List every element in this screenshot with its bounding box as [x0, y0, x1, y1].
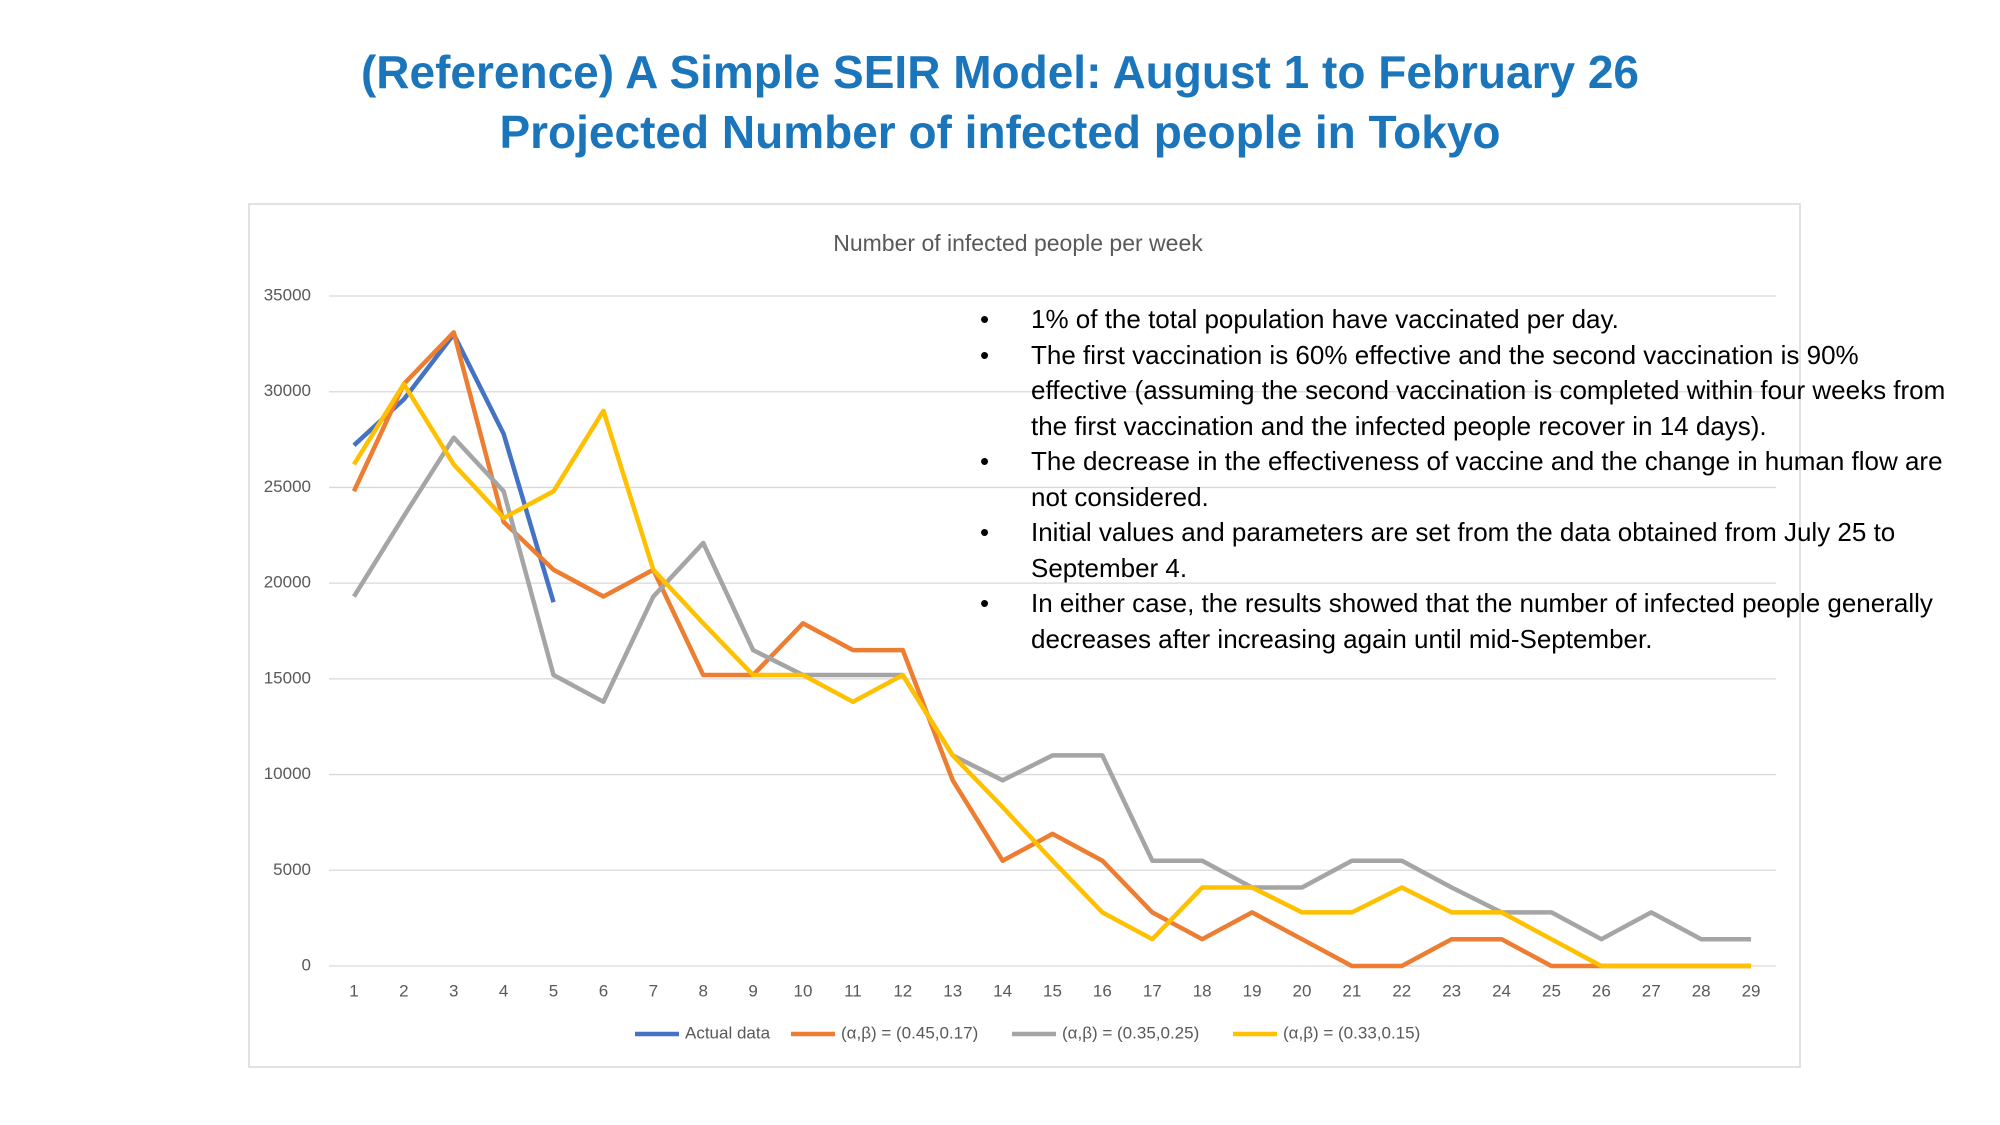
y-tick-label: 5000	[273, 860, 311, 879]
x-tick-label: 15	[1043, 981, 1062, 1000]
x-tick-label: 21	[1342, 981, 1361, 1000]
title-line: (Reference) A Simple SEIR Model: August …	[360, 46, 1640, 98]
note: Initial values and parameters are set fr…	[980, 515, 1950, 586]
note: The decrease in the effectiveness of vac…	[980, 444, 1950, 515]
y-tick-label: 35000	[264, 285, 311, 304]
x-tick-label: 20	[1293, 981, 1312, 1000]
x-tick-label: 18	[1193, 981, 1212, 1000]
y-tick-label: 25000	[264, 477, 311, 496]
legend-label: (α,β) = (0.33,0.15)	[1283, 1023, 1420, 1042]
y-tick-label: 30000	[264, 381, 311, 400]
x-tick-label: 6	[599, 981, 608, 1000]
x-tick-label: 25	[1542, 981, 1561, 1000]
note: In either case, the results showed that …	[980, 586, 1950, 657]
x-tick-label: 26	[1592, 981, 1611, 1000]
legend-label: (α,β) = (0.45,0.17)	[841, 1023, 978, 1042]
note: 1% of the total population have vaccinat…	[980, 302, 1950, 338]
x-tick-label: 13	[943, 981, 962, 1000]
x-tick-label: 27	[1642, 981, 1661, 1000]
x-tick-label: 8	[698, 981, 707, 1000]
x-tick-label: 17	[1143, 981, 1162, 1000]
y-tick-label: 10000	[264, 764, 311, 783]
legend-label: (α,β) = (0.35,0.25)	[1062, 1023, 1199, 1042]
title-line: Projected Number of infected people in T…	[499, 106, 1501, 158]
x-tick-label: 24	[1492, 981, 1511, 1000]
x-tick-label: 29	[1742, 981, 1761, 1000]
y-tick-label: 20000	[264, 573, 311, 592]
x-tick-label: 10	[794, 981, 813, 1000]
note: The first vaccination is 60% effective a…	[980, 338, 1950, 445]
x-tick-label: 22	[1392, 981, 1411, 1000]
x-tick-label: 16	[1093, 981, 1112, 1000]
x-tick-label: 7	[649, 981, 658, 1000]
series-line	[351, 330, 1752, 969]
x-tick-label: 9	[748, 981, 757, 1000]
x-tick-label: 4	[499, 981, 508, 1000]
x-tick-label: 11	[844, 981, 862, 1000]
x-tick-label: 2	[399, 981, 408, 1000]
series-line	[352, 435, 1752, 942]
x-tick-label: 5	[549, 981, 558, 1000]
x-tick-label: 12	[893, 981, 912, 1000]
series-line	[352, 381, 1752, 969]
x-tick-label: 19	[1243, 981, 1262, 1000]
y-tick-label: 0	[302, 955, 311, 974]
y-tick-label: 15000	[264, 668, 311, 687]
x-tick-label: 23	[1442, 981, 1461, 1000]
x-tick-label: 14	[993, 981, 1012, 1000]
notes: 1% of the total population have vaccinat…	[980, 302, 1950, 657]
chart-title: Number of infected people per week	[833, 230, 1203, 256]
x-tick-label: 3	[449, 981, 458, 1000]
legend-label: Actual data	[685, 1023, 771, 1042]
x-tick-label: 1	[349, 981, 358, 1000]
x-tick-label: 28	[1692, 981, 1711, 1000]
